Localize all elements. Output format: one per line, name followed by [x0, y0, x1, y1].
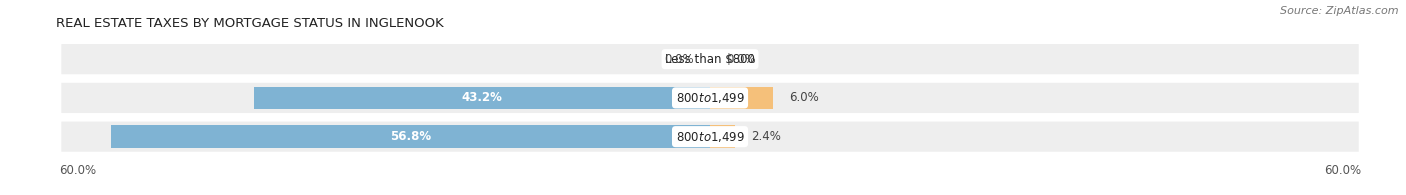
Text: $800 to $1,499: $800 to $1,499	[675, 130, 745, 144]
FancyBboxPatch shape	[62, 83, 1358, 113]
Bar	[710, 87, 773, 109]
Text: 6.0%: 6.0%	[789, 91, 818, 104]
Bar	[254, 87, 710, 109]
Text: 56.8%: 56.8%	[389, 130, 432, 143]
Text: Less than $800: Less than $800	[665, 53, 755, 66]
Text: 0.0%: 0.0%	[725, 53, 755, 66]
Text: REAL ESTATE TAXES BY MORTGAGE STATUS IN INGLENOOK: REAL ESTATE TAXES BY MORTGAGE STATUS IN …	[56, 17, 444, 30]
Text: $800 to $1,499: $800 to $1,499	[675, 91, 745, 105]
Text: 43.2%: 43.2%	[461, 91, 503, 104]
Text: 0.0%: 0.0%	[665, 53, 695, 66]
Text: 2.4%: 2.4%	[751, 130, 780, 143]
FancyBboxPatch shape	[62, 121, 1358, 152]
FancyBboxPatch shape	[62, 44, 1358, 74]
Bar	[710, 125, 735, 148]
Bar	[111, 125, 710, 148]
Text: Source: ZipAtlas.com: Source: ZipAtlas.com	[1281, 6, 1399, 16]
